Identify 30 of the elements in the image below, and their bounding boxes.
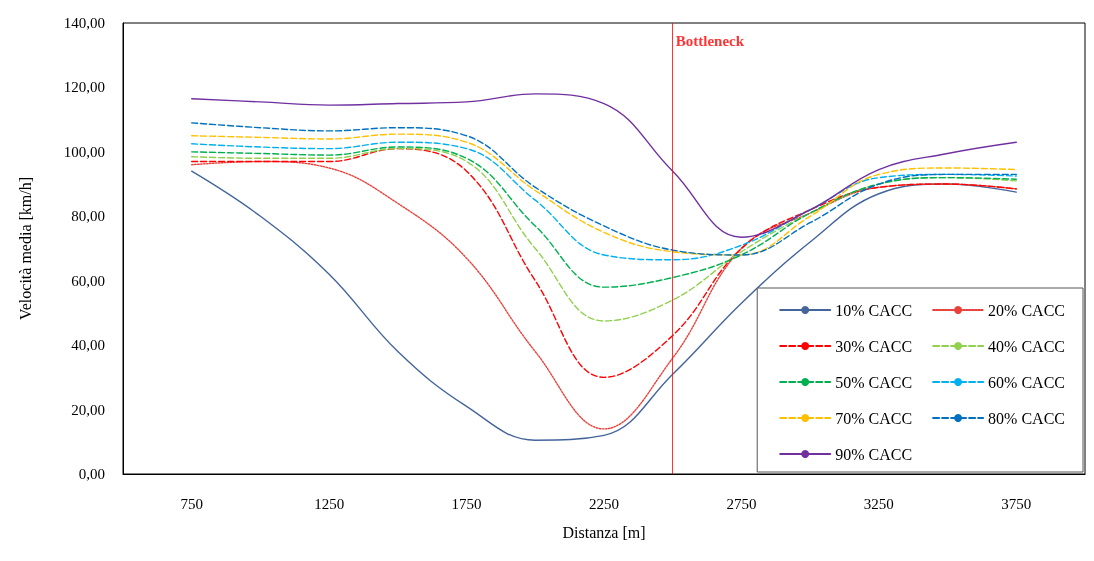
- y-tick-label: 60,00: [71, 272, 105, 289]
- x-tick-label: 2250: [589, 495, 619, 512]
- legend-label: 20% CACC: [988, 301, 1066, 319]
- y-tick-label: 140,00: [63, 15, 105, 31]
- legend-label: 10% CACC: [835, 301, 913, 319]
- line-series: [191, 146, 1017, 288]
- legend-label: 30% CACC: [835, 337, 913, 355]
- legend-label: 70% CACC: [835, 409, 913, 427]
- legend-label: 60% CACC: [988, 373, 1066, 391]
- x-tick-label: 3250: [863, 495, 894, 512]
- legend-label: 90% CACC: [835, 445, 913, 463]
- y-tick-label: 120,00: [63, 79, 105, 96]
- y-axis-title: Velocità media [km/h]: [16, 176, 34, 321]
- legend-label: 80% CACC: [988, 409, 1066, 427]
- y-tick-label: 0,00: [78, 466, 105, 482]
- x-tick-label: 3750: [1001, 495, 1032, 512]
- x-tick-label: 1250: [314, 495, 345, 512]
- y-tick-label: 20,00: [71, 401, 105, 418]
- ref-line-label: Bottleneck: [675, 32, 745, 49]
- x-axis-title: Distanza [m]: [562, 523, 646, 541]
- line-series: [191, 147, 1017, 322]
- y-tick-label: 40,00: [71, 337, 105, 354]
- legend-label: 40% CACC: [988, 337, 1066, 355]
- line-series: [191, 93, 1017, 238]
- y-tick-label: 100,00: [63, 143, 105, 160]
- legend-label: 50% CACC: [835, 373, 913, 391]
- x-tick-label: 1750: [451, 495, 482, 512]
- x-tick-label: 750: [180, 495, 203, 512]
- x-tick-label: 2750: [726, 495, 757, 512]
- y-tick-label: 80,00: [71, 208, 105, 225]
